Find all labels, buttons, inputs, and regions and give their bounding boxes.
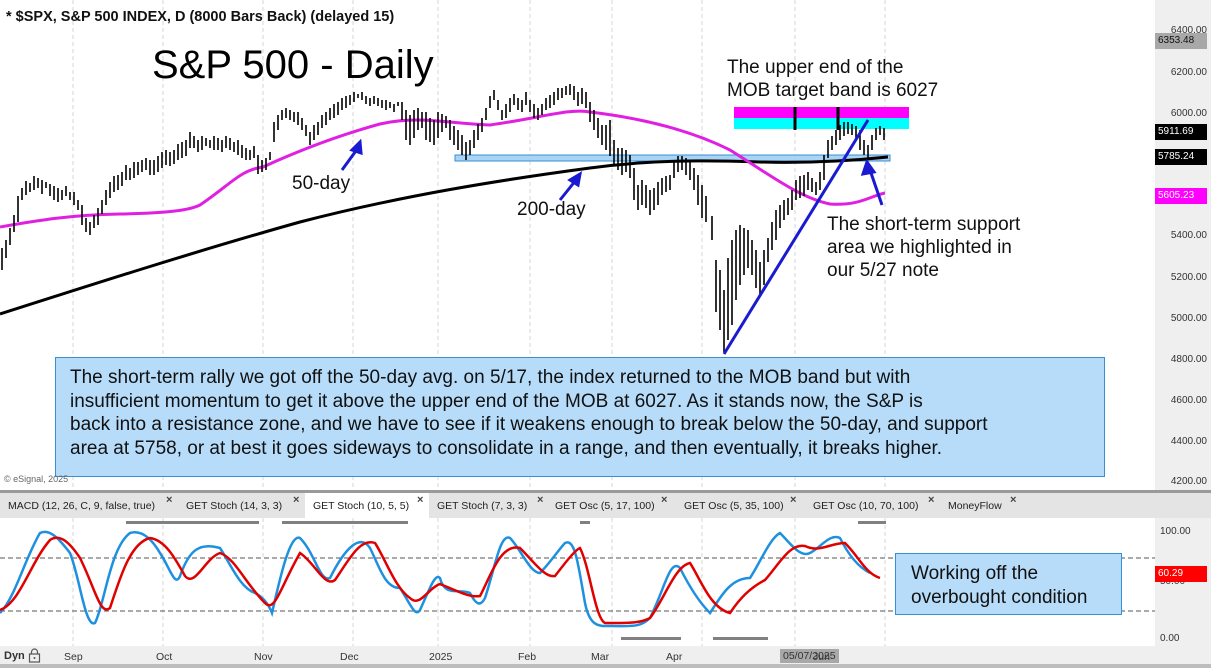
symbol-header: * $SPX, S&P 500 INDEX, D (8000 Bars Back… <box>6 9 395 25</box>
commentary-note: The short-term rally we got off the 50-d… <box>55 357 1105 477</box>
ma50-label: 50-day <box>292 173 351 194</box>
uptrend-line <box>722 119 870 355</box>
ma50-line <box>0 109 886 229</box>
support-annotation-line: area we highlighted in <box>827 237 1012 258</box>
price-tick: 5400.00 <box>1170 230 1207 241</box>
lock-icon[interactable] <box>28 648 41 663</box>
price-chart-canvas <box>0 0 909 488</box>
stochastic-canvas <box>0 518 1155 646</box>
tab-label: GET Stoch (10, 5, 5) <box>313 500 410 512</box>
tab-osc-5-17[interactable]: GET Osc (5, 17, 100) × <box>547 493 672 518</box>
stoch-tick: 100.00 <box>1160 526 1191 537</box>
indicator-tab-bar: MACD (12, 26, C, 9, false, true) × GET St… <box>0 490 1211 518</box>
support-annotation-line: our 5/27 note <box>827 260 939 281</box>
tab-osc-5-35[interactable]: GET Osc (5, 35, 100) × <box>676 493 801 518</box>
tab-label: GET Osc (5, 35, 100) <box>684 500 784 512</box>
stoch-annotation-line: overbought condition <box>911 587 1088 608</box>
tab-stoch-10[interactable]: GET Stoch (10, 5, 5) × <box>305 493 429 518</box>
annotation-arrows <box>340 138 884 206</box>
x-label: Nov <box>254 651 273 663</box>
tab-label: GET Stoch (14, 3, 3) <box>186 500 283 512</box>
tab-label: GET Osc (10, 70, 100) <box>813 500 919 512</box>
price-tick: 6000.00 <box>1170 108 1207 119</box>
close-icon[interactable]: × <box>661 494 668 506</box>
stoch-k-line <box>0 530 871 628</box>
stoch-axis[interactable] <box>1155 518 1211 646</box>
tab-label: GET Stoch (7, 3, 3) <box>437 500 528 512</box>
mob-annotation: The upper end of the MOB target band is … <box>727 56 938 102</box>
tab-stoch-14[interactable]: GET Stoch (14, 3, 3) × <box>178 493 305 518</box>
note-line: area at 5758, or at best it goes sideway… <box>70 437 943 459</box>
note-line: The short-term rally we got off the 50-d… <box>70 367 911 388</box>
note-line: back into a resistance zone, and we have… <box>70 414 988 435</box>
tab-osc-10-70[interactable]: GET Osc (10, 70, 100) × <box>805 493 938 518</box>
price-bars <box>1 84 885 352</box>
note-line: insufficient momentum to get it above th… <box>70 390 923 412</box>
price-tick: 5000.00 <box>1170 313 1207 324</box>
x-label: Dec <box>340 651 359 663</box>
price-tick: 4400.00 <box>1170 436 1207 447</box>
mob-annotation-line: The upper end of the <box>727 57 904 78</box>
x-label: Feb <box>518 651 537 663</box>
tab-label: MACD (12, 26, C, 9, false, true) <box>8 500 156 512</box>
stoch-d-line <box>0 536 881 625</box>
price-tick: 5200.00 <box>1170 272 1207 283</box>
ma200-label: 200-day <box>517 199 586 220</box>
close-icon[interactable]: × <box>790 494 797 506</box>
close-icon[interactable]: × <box>166 494 173 506</box>
price-tick: 6200.00 <box>1170 67 1207 78</box>
stochastic-panel[interactable]: Working off the overbought condition 100… <box>0 518 1211 646</box>
tab-macd[interactable]: MACD (12, 26, C, 9, false, true) × <box>0 493 175 518</box>
price-tick: 6400.00 <box>1170 25 1207 36</box>
x-label-cursor: 05/07/2025 <box>780 649 839 663</box>
last-price-tag: 5911.69 <box>1155 124 1207 140</box>
stoch-current-tag: 60.29 <box>1155 566 1207 582</box>
tab-label: MoneyFlow <box>948 500 1002 512</box>
stoch-annotation-line: Working off the <box>911 563 1039 584</box>
copyright: © eSignal, 2025 <box>4 474 69 484</box>
mob-band-upper <box>734 107 909 118</box>
close-icon[interactable]: × <box>417 494 424 506</box>
price-tick: 4800.00 <box>1170 354 1207 365</box>
price-tick: 4200.00 <box>1170 476 1207 487</box>
time-axis[interactable]: Dyn Sep Oct Nov Dec 2025 Feb Mar Apr 05/… <box>0 646 1211 668</box>
tab-moneyflow[interactable]: MoneyFlow × <box>940 493 1030 518</box>
x-label: Apr <box>666 651 683 663</box>
close-icon[interactable]: × <box>537 494 544 506</box>
tab-stoch-7[interactable]: GET Stoch (7, 3, 3) × <box>429 493 547 518</box>
high-price-tag: 6353.48 <box>1155 33 1207 49</box>
support-annotation: The short-term support area we highlight… <box>827 213 1020 282</box>
close-icon[interactable]: × <box>293 494 300 506</box>
x-label: Oct <box>156 651 173 663</box>
chart-title: S&P 500 - Daily <box>152 43 434 87</box>
tab-label: GET Osc (5, 17, 100) <box>555 500 655 512</box>
ma200-price-tag: 5785.24 <box>1155 149 1207 165</box>
mob-band-lower <box>734 118 909 129</box>
price-chart-panel[interactable]: * $SPX, S&P 500 INDEX, D (8000 Bars Back… <box>0 0 1211 490</box>
stoch-tick: 0.00 <box>1160 633 1180 644</box>
stoch-annotation: Working off the overbought condition <box>895 553 1122 615</box>
x-label: Jun <box>813 651 830 663</box>
x-label: Mar <box>591 651 610 663</box>
mob-annotation-line: MOB target band is 6027 <box>727 80 939 101</box>
ma200-line <box>0 155 889 316</box>
ma50-price-tag: 5605.23 <box>1155 188 1207 204</box>
support-annotation-line: The short-term support <box>827 214 1021 235</box>
close-icon[interactable]: × <box>1010 494 1017 506</box>
price-tick: 4600.00 <box>1170 395 1207 406</box>
dyn-label: Dyn <box>4 650 25 662</box>
x-label: 2025 <box>429 651 453 663</box>
price-axis[interactable]: 6400.00 6200.00 6000.00 5400.00 5200.00 … <box>1155 0 1211 490</box>
x-label: Sep <box>64 651 83 663</box>
close-icon[interactable]: × <box>928 494 935 506</box>
